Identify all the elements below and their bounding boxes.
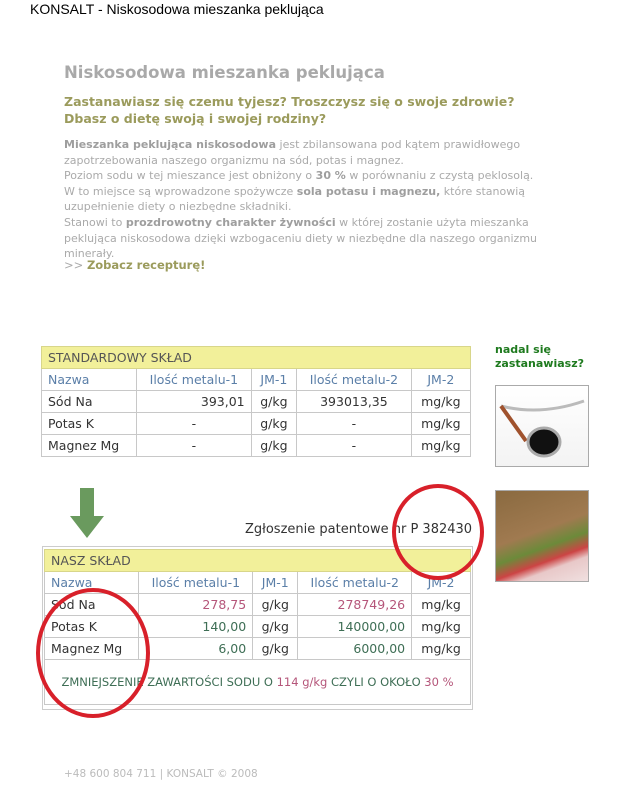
column-header: Ilość metalu-2 [296, 368, 412, 391]
cell: Potas K [40, 412, 138, 435]
cell: - [296, 434, 412, 457]
table-row: Potas K - g/kg - mg/kg [40, 412, 472, 435]
cell: Sód Na [40, 390, 138, 413]
cell: g/kg [252, 637, 299, 660]
column-header: JM-1 [252, 571, 299, 594]
cell: 6,00 [138, 637, 254, 660]
text: zastanawiasz? [495, 357, 584, 370]
text: jest zbilansowana pod kątem prawidłowego… [64, 138, 521, 167]
bold-text: 30 % [315, 169, 346, 183]
column-header: Ilość metalu-1 [136, 368, 252, 391]
text: nadal się [495, 343, 551, 356]
text: w porównaniu z czystą peklosolą. [345, 169, 534, 183]
cell: g/kg [250, 390, 298, 413]
cell: 278749,26 [297, 593, 413, 616]
standard-composition-table: STANDARDOWY SKŁAD Nazwa Ilość metalu-1 J… [40, 346, 472, 457]
cell: g/kg [250, 434, 298, 457]
cell: - [136, 412, 252, 435]
cell: 140000,00 [297, 615, 413, 638]
stethoscope-icon [499, 399, 585, 458]
description: Mieszanka peklująca niskosodowa jest zbi… [64, 137, 584, 262]
subheading-line: Zastanawiasz się czemu tyjesz? Troszczys… [64, 94, 515, 109]
cell: - [296, 412, 412, 435]
text: które stanowią uzupełnienie diety o niez… [64, 184, 526, 214]
table-row: Magnez Mg - g/kg - mg/kg [40, 434, 472, 457]
cell: 393,01 [136, 390, 252, 413]
table-caption: STANDARDOWY SKŁAD [41, 346, 471, 369]
highlight-circle [36, 588, 150, 718]
food-image[interactable] [495, 490, 589, 582]
column-header: Ilość metalu-1 [138, 571, 254, 594]
cell: g/kg [250, 412, 298, 435]
cell: mg/kg [410, 434, 472, 457]
cell: g/kg [252, 615, 299, 638]
cell: g/kg [252, 593, 299, 616]
subheading-line: Dbasz o dietę swoją i swojej rodziny? [64, 111, 327, 126]
text: w której zostanie użyta mieszanka pekluj… [64, 215, 538, 261]
column-header: JM-2 [410, 368, 472, 391]
bold-text: Mieszanka peklująca niskosodowa [64, 138, 277, 151]
link-prefix: >> [64, 258, 87, 272]
stethoscope-image[interactable] [495, 385, 589, 467]
sidebar-prompt: nadal się zastanawiasz? [495, 343, 584, 371]
window-title: KONSALT - Niskosodowa mieszanka peklując… [30, 1, 324, 17]
recipe-link[interactable]: >> Zobacz recepturę! [64, 258, 205, 272]
text: W to miejsce są wprowadzone spożywcze [64, 184, 297, 198]
cell: mg/kg [411, 637, 471, 660]
text: 114 g/kg [276, 675, 328, 689]
cell: 393013,35 [296, 390, 412, 413]
cell: 6000,00 [297, 637, 413, 660]
table-row: Sód Na 393,01 g/kg 393013,35 mg/kg [40, 390, 472, 413]
arrow-down-icon [70, 488, 104, 538]
cell: mg/kg [411, 615, 471, 638]
subheading: Zastanawiasz się czemu tyjesz? Troszczys… [64, 93, 514, 127]
text: 30 % [424, 675, 454, 689]
column-header: Ilość metalu-2 [297, 571, 413, 594]
highlight-circle [392, 484, 484, 580]
link-label[interactable]: Zobacz recepturę! [86, 258, 206, 272]
text: Stanowi to [64, 215, 126, 229]
text: CZYLI O OKOŁO [327, 675, 425, 689]
bold-text: sola potasu i magnezu, [296, 184, 441, 198]
column-header: JM-1 [250, 368, 298, 391]
cell: mg/kg [410, 412, 472, 435]
text: Poziom sodu w tej mieszance jest obniżon… [64, 169, 316, 183]
column-header: Nazwa [40, 368, 138, 391]
cell: mg/kg [411, 593, 471, 616]
cell: mg/kg [410, 390, 472, 413]
cell: 140,00 [138, 615, 254, 638]
table-caption: NASZ SKŁAD [44, 549, 471, 572]
cell: Magnez Mg [40, 434, 138, 457]
footer: +48 600 804 711 | KONSALT © 2008 [64, 768, 258, 780]
bold-text: prozdrowotny charakter żywności [125, 215, 336, 229]
page-title: Niskosodowa mieszanka peklująca [64, 63, 385, 82]
cell: - [136, 434, 252, 457]
cell: 278,75 [138, 593, 254, 616]
